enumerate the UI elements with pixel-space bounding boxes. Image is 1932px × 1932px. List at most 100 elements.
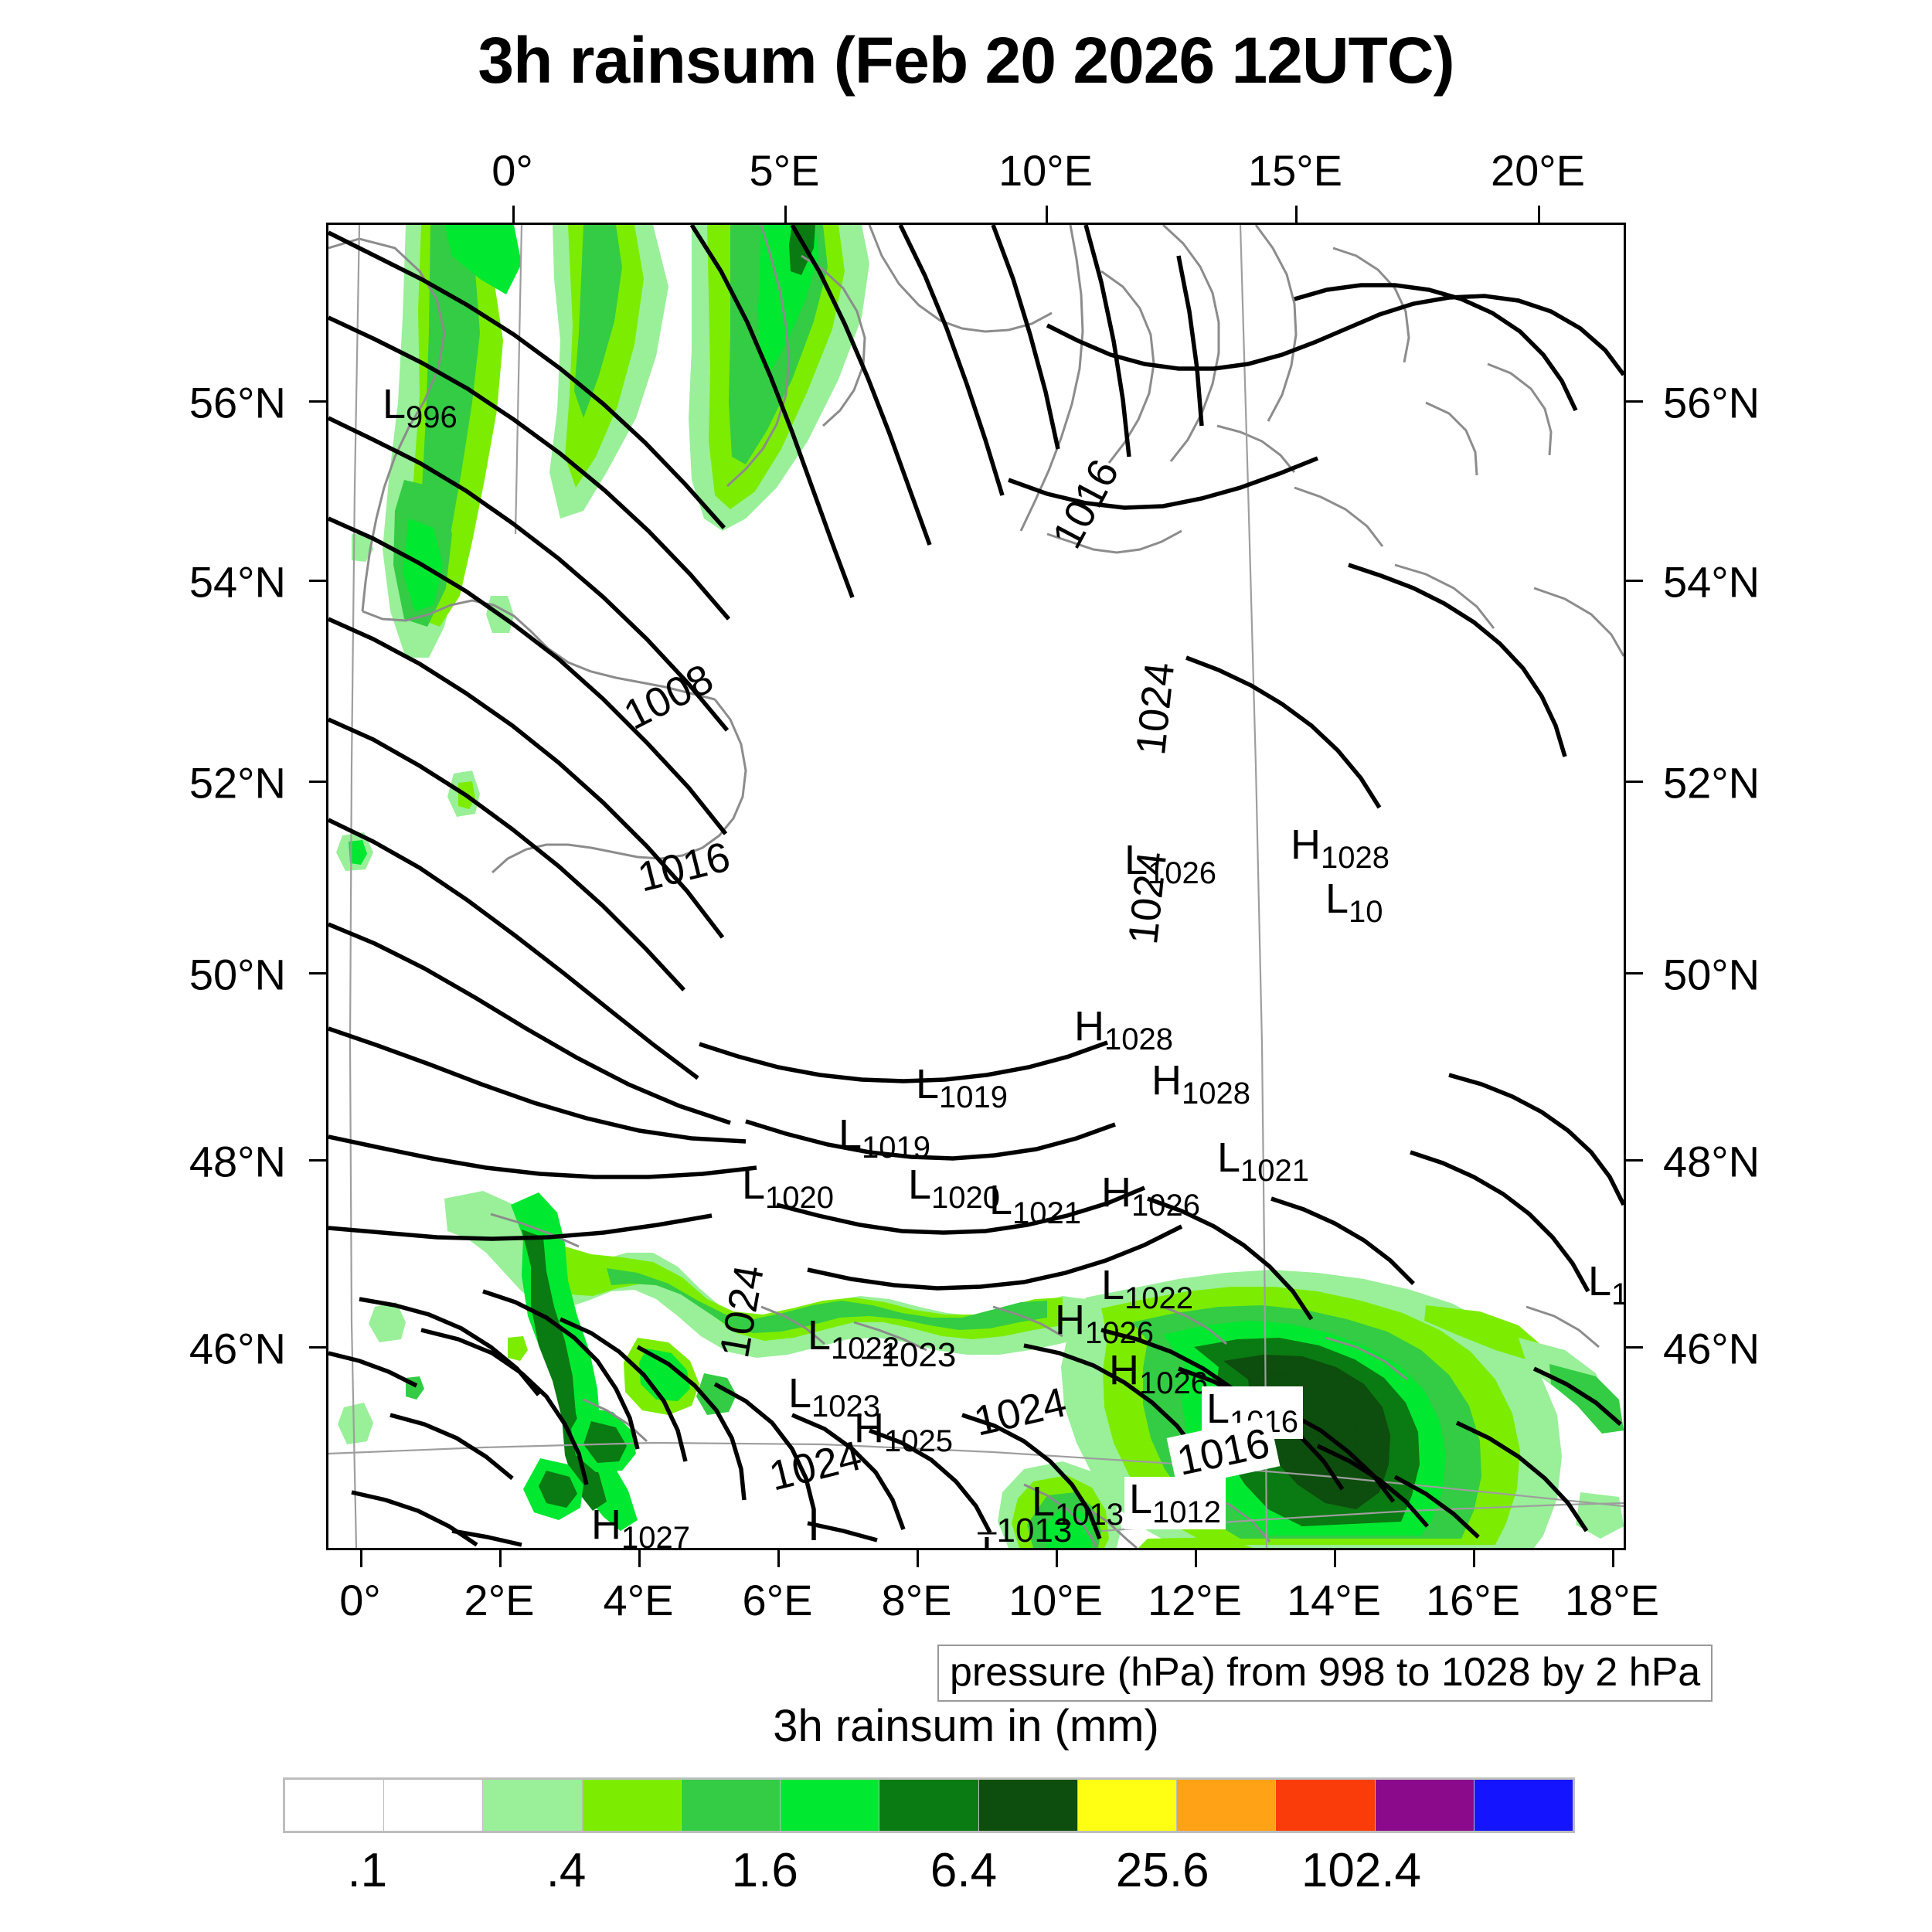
tick-bottom (1195, 1550, 1197, 1567)
tick-bottom (638, 1550, 641, 1567)
tick-top (1046, 206, 1048, 223)
page-title: 3h rainsum (Feb 20 2026 12UTC) (478, 24, 1454, 97)
colorbar-cell-4[interactable] (681, 1780, 781, 1831)
colorbar-cell-6[interactable] (879, 1780, 979, 1831)
tick-left (309, 1159, 326, 1162)
pressure-centre-label-L1013b: L1013 (981, 1531, 1073, 1548)
tick-right (1626, 400, 1643, 403)
tick-right (1626, 580, 1643, 582)
lat-label-right: 52°N (1663, 758, 1760, 808)
colorbar-tick-labels: .1 .4 1.6 6.4 25.6 102.4 (0, 1843, 1932, 1913)
colorbar-cell-2[interactable] (483, 1780, 583, 1831)
colorbar-cell-1[interactable] (384, 1780, 484, 1831)
isobar-label-c1023: –1023 (862, 1336, 957, 1374)
isobar-label-c1013: –1013 (978, 1512, 1073, 1549)
pressure-centre-label-L1022a: L1022 (1101, 1262, 1194, 1315)
lon-label-bottom: 4°E (603, 1576, 674, 1624)
lon-label-top: 10°E (998, 146, 1094, 195)
pressure-centre-label-H1026c: H1026 (1109, 1347, 1208, 1400)
lat-label-left: 52°N (189, 758, 286, 808)
lon-label-bottom: 14°E (1286, 1576, 1382, 1624)
pressure-centre-label-L1022b: L1022 (808, 1312, 900, 1366)
pressure-centre-label-L10r: L10 (1588, 1258, 1624, 1310)
colorbar-cell-0[interactable] (285, 1780, 385, 1831)
tick-bottom (777, 1550, 780, 1567)
pressure-centre-label-L996: L996 (383, 381, 457, 434)
pressure-centre-label-H1026b: H1026 (1055, 1297, 1154, 1350)
lon-label-bottom: 0° (339, 1576, 381, 1624)
pressure-centre-label-L1021b: L1021 (1217, 1134, 1310, 1188)
colorbar-title: 3h rainsum in (mm) (773, 1701, 1159, 1751)
lat-label-right: 56°N (1663, 378, 1760, 427)
tick-top (1538, 206, 1540, 223)
pressure-centre-label-L1020a: L1020 (742, 1162, 835, 1215)
lat-label-left: 56°N (189, 378, 286, 427)
lat-label-right: 54°N (1663, 557, 1760, 607)
tick-right (1626, 1159, 1643, 1162)
lat-label-right: 50°N (1663, 950, 1760, 999)
tick-right (1626, 1346, 1643, 1349)
colorbar-tick-label: 6.4 (930, 1844, 998, 1897)
colorbar-cell-7[interactable] (978, 1780, 1078, 1831)
map-panel[interactable]: L996 L1026 H1028 L10 H1028 H1028 L1019 L1019 L10… (326, 223, 1626, 1550)
pressure-centre-label-L1012: L1012 (1124, 1477, 1226, 1529)
colorbar-cell-5[interactable] (781, 1780, 880, 1831)
colorbar-cell-3[interactable] (582, 1780, 682, 1831)
lon-label-bottom: 2°E (464, 1576, 535, 1624)
colorbar-cell-11[interactable] (1375, 1780, 1475, 1831)
tick-top (784, 206, 787, 223)
lon-label-bottom: 18°E (1564, 1576, 1660, 1624)
coastlines (328, 225, 1624, 1548)
colorbar-cell-8[interactable] (1077, 1780, 1178, 1831)
pressure-centre-label-L1021a: L1021 (989, 1177, 1082, 1230)
pressure-centre-label-L10c: L10 (1325, 876, 1383, 929)
pressure-centre-label-H1025: H1025 (854, 1405, 953, 1458)
pressure-centre-label-H1028a: H1028 (1291, 821, 1389, 875)
tick-left (309, 580, 326, 582)
lon-label-top: 20°E (1490, 146, 1586, 195)
lon-label-top: 0° (492, 146, 533, 195)
colorbar-tick-label: 1.6 (731, 1844, 798, 1897)
tick-bottom (1473, 1550, 1475, 1567)
isobar-label-c1024a: 1024 (1127, 660, 1184, 757)
colorbar-cell-10[interactable] (1276, 1780, 1376, 1831)
pressure-legend-note: pressure (hPa) from 998 to 1028 by 2 hPa (937, 1645, 1713, 1702)
colorbar-tick-label: .1 (347, 1844, 388, 1897)
lon-label-top: 15°E (1247, 146, 1343, 195)
lat-label-right: 46°N (1663, 1324, 1760, 1373)
colorbar-tick-label: 25.6 (1115, 1844, 1209, 1897)
lon-label-bottom: 12°E (1147, 1576, 1243, 1624)
lat-label-left: 48°N (189, 1137, 286, 1186)
pressure-centre-label-H1028b: H1028 (1074, 1003, 1173, 1056)
lon-label-bottom: 10°E (1008, 1576, 1104, 1624)
lat-label-left: 54°N (189, 557, 286, 607)
tick-left (309, 972, 326, 975)
tick-left (309, 1346, 326, 1349)
tick-bottom (499, 1550, 502, 1567)
colorbar[interactable] (283, 1777, 1575, 1833)
tick-left (309, 781, 326, 783)
colorbar-tick-label: 102.4 (1301, 1844, 1422, 1897)
tick-left (309, 400, 326, 403)
lat-label-left: 50°N (189, 950, 286, 999)
lon-label-bottom: 16°E (1425, 1576, 1521, 1624)
tick-bottom (917, 1550, 919, 1567)
pressure-centre-label-L1023: L1023 (788, 1370, 881, 1423)
pressure-centre-label-H1027: H1027 (591, 1502, 690, 1550)
pressure-centre-label-L1019b: L1019 (838, 1111, 931, 1165)
tick-top (512, 206, 515, 223)
tick-top (1295, 206, 1298, 223)
tick-right (1626, 972, 1643, 975)
pressure-centre-label-H1028c: H1028 (1151, 1057, 1250, 1111)
tick-bottom (1056, 1550, 1058, 1567)
lon-label-top: 5°E (749, 146, 820, 195)
isobar-label-c1024b: 1024 (1119, 849, 1176, 947)
colorbar-cell-9[interactable] (1177, 1780, 1277, 1831)
tick-bottom (1612, 1550, 1614, 1567)
pressure-centre-label-L1026: L1026 (1124, 837, 1217, 890)
lat-label-right: 48°N (1663, 1137, 1760, 1186)
tick-bottom (1334, 1550, 1336, 1567)
pressure-centre-label-L1019a: L1019 (916, 1061, 1009, 1114)
colorbar-cell-12[interactable] (1474, 1780, 1573, 1831)
pressure-centre-label-H1026a: H1026 (1101, 1169, 1200, 1223)
